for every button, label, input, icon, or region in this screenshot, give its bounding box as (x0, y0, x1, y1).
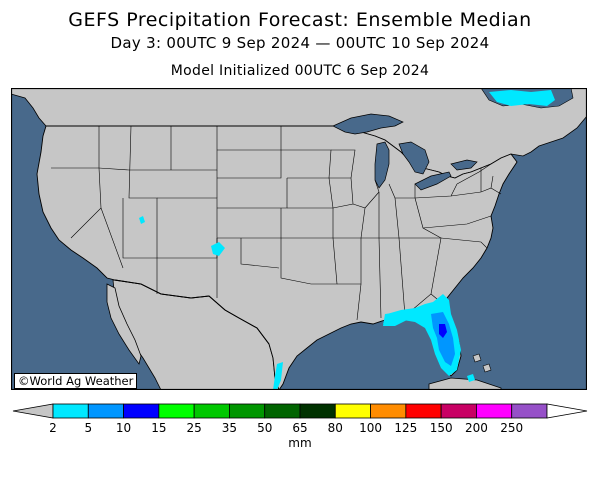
legend-colorbar (11, 400, 589, 450)
cuba-land (428, 377, 502, 390)
precip-florida-5mm (431, 312, 455, 366)
map-credit: ©World Ag Weather (14, 373, 138, 389)
legend-under-arrow (12, 403, 54, 419)
precip-utah-spot (139, 216, 145, 224)
map-title: GEFS Precipitation Forecast: Ensemble Me… (68, 9, 532, 31)
legend-tick-125: 125 (394, 421, 418, 435)
precip-florida-10mm (439, 324, 447, 338)
legend-swatch-0 (52, 403, 89, 419)
legend-swatch-7 (299, 403, 336, 419)
legend-swatch-1 (87, 403, 124, 419)
lake-michigan (374, 141, 390, 189)
precip-areas (139, 90, 555, 390)
legend-tick-150: 150 (429, 421, 453, 435)
precipitation-map (11, 88, 587, 390)
legend-swatch-13 (511, 403, 548, 419)
legend-tick-2: 2 (49, 421, 57, 435)
legend-tick-200: 200 (464, 421, 488, 435)
legend-swatch-6 (264, 403, 301, 419)
precip-texas-coast (273, 362, 283, 390)
legend-tick-65: 65 (292, 421, 308, 435)
legend-tick-100: 100 (359, 421, 383, 435)
baja-land (106, 283, 142, 365)
precip-nm-spot (211, 242, 225, 256)
model-initialized: Model Initialized 00UTC 6 Sep 2024 (170, 63, 430, 79)
map-frame (11, 88, 587, 390)
precip-gulf-2mm (383, 312, 407, 326)
forecast-period: Day 3: 00UTC 9 Sep 2024 — 00UTC 10 Sep 2… (110, 34, 490, 52)
legend-tick-250: 250 (500, 421, 524, 435)
map-svg (11, 88, 587, 390)
legend-swatch-3 (158, 403, 195, 419)
legend-over-arrow (546, 403, 588, 419)
legend-swatch-5 (229, 403, 266, 419)
legend-tick-50: 50 (257, 421, 273, 435)
lake-huron (398, 141, 430, 175)
legend-tick-25: 25 (186, 421, 202, 435)
legend-tick-15: 15 (151, 421, 167, 435)
legend-units: mm (288, 436, 312, 450)
precip-bahamas (467, 374, 475, 382)
lake-erie (414, 171, 452, 191)
legend-tick-35: 35 (221, 421, 238, 435)
legend-swatch-4 (193, 403, 230, 419)
legend-swatch-9 (370, 403, 407, 419)
legend-tick-10: 10 (115, 421, 132, 435)
legend-swatch-12 (476, 403, 513, 419)
legend-swatch-2 (123, 403, 160, 419)
lake-ontario (450, 159, 478, 171)
precip-quebec (489, 90, 555, 106)
bahamas-land (472, 353, 492, 373)
legend-svg (12, 403, 588, 419)
legend-swatch-10 (405, 403, 442, 419)
lake-superior (332, 113, 404, 135)
national-borders (46, 125, 331, 345)
legend-tick-5: 5 (84, 421, 93, 435)
legend-swatch-11 (440, 403, 477, 419)
legend-tick-80: 80 (327, 421, 343, 435)
legend-swatch-8 (334, 403, 371, 419)
